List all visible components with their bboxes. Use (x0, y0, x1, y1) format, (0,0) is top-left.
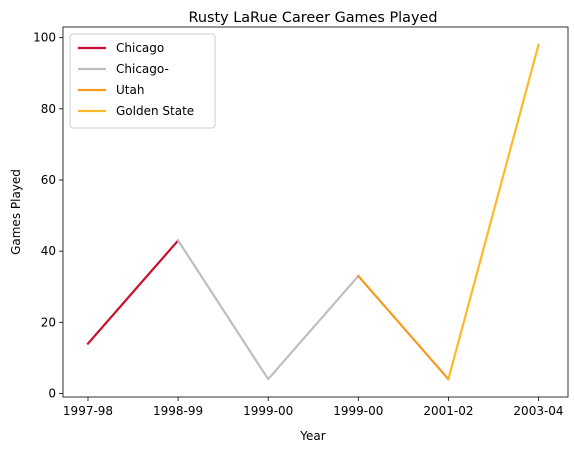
x-tick-label: 2003-04 (513, 404, 563, 418)
x-tick-label: 1997-98 (63, 404, 113, 418)
y-tick-label: 20 (41, 315, 56, 329)
plot-frame (62, 26, 569, 398)
series-line-chicago (86, 238, 180, 346)
y-axis-title: Games Played (9, 169, 23, 255)
legend: Chicago Chicago- Utah Golden State (69, 33, 216, 129)
series-line-utah (356, 274, 450, 381)
y-tick-label: 0 (48, 386, 56, 400)
chart-title: Rusty LaRue Career Games Played (188, 10, 437, 26)
y-tick-label: 60 (41, 173, 56, 187)
legend-label: Utah (116, 83, 144, 97)
y-axis-ticks: 0 20 40 60 80 100 (33, 31, 63, 400)
series-line-chicago-2 (176, 238, 360, 381)
legend-label: Golden State (116, 104, 194, 118)
x-tick-label: 2001-02 (423, 404, 473, 418)
x-tick-label: 1999-00 (333, 404, 383, 418)
y-tick-label: 40 (41, 244, 56, 258)
legend-frame (69, 33, 216, 129)
series-line-golden-state (447, 43, 540, 381)
y-tick-label: 100 (33, 31, 56, 45)
legend-label: Chicago- (116, 62, 169, 76)
x-tick-label: 1998-99 (153, 404, 203, 418)
x-axis-title: Year (299, 429, 325, 443)
legend-label: Chicago (116, 41, 164, 55)
plot-area (86, 43, 540, 381)
x-tick-label: 1999-00 (243, 404, 293, 418)
y-tick-label: 80 (41, 102, 56, 116)
x-axis-ticks: 1997-98 1998-99 1999-00 1999-00 2001-02 2003-… (63, 397, 564, 418)
